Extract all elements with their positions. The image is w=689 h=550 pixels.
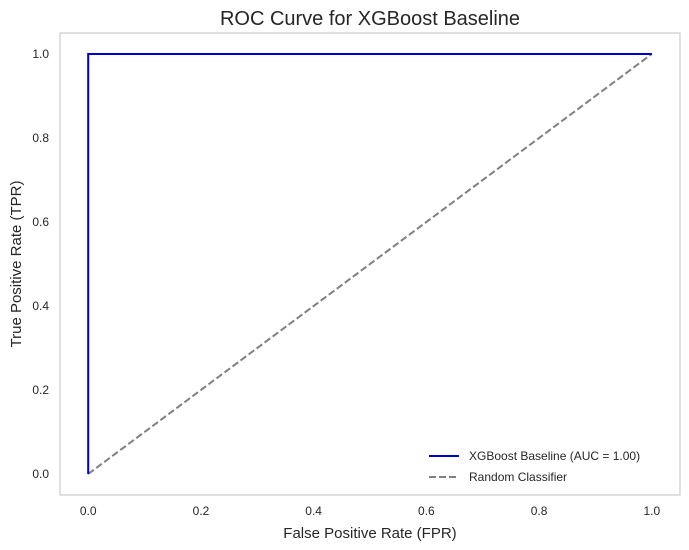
x-tick-label: 0.8 (531, 504, 548, 518)
x-tick-label: 0.0 (80, 504, 97, 518)
x-tick-label: 0.6 (418, 504, 435, 518)
x-axis-label: False Positive Rate (FPR) (283, 525, 456, 542)
y-tick-label: 0.4 (32, 299, 49, 313)
series-line-1 (87, 53, 653, 475)
y-tick-label: 0.8 (32, 131, 49, 145)
legend: XGBoost Baseline (AUC = 1.00) Random Clas… (421, 440, 673, 488)
legend-label-1: Random Classifier (469, 470, 567, 484)
legend-label-0: XGBoost Baseline (AUC = 1.00) (469, 449, 640, 463)
y-tick-labels: 0.0 0.2 0.4 0.6 0.8 1.0 (32, 47, 49, 481)
y-axis-label: True Positive Rate (TPR) (8, 181, 25, 348)
series-line-0 (87, 53, 652, 474)
series-layer (87, 53, 653, 475)
x-tick-label: 0.4 (305, 504, 322, 518)
y-tick-label: 0.0 (32, 467, 49, 481)
x-tick-label: 0.2 (193, 504, 210, 518)
y-tick-label: 0.6 (32, 215, 49, 229)
y-tick-label: 0.2 (32, 383, 49, 397)
x-tick-labels: 0.0 0.2 0.4 0.6 0.8 1.0 (80, 504, 661, 518)
legend-box (421, 440, 673, 488)
y-tick-label: 1.0 (32, 47, 49, 61)
chart-title: ROC Curve for XGBoost Baseline (220, 8, 520, 30)
x-tick-label: 1.0 (643, 504, 660, 518)
